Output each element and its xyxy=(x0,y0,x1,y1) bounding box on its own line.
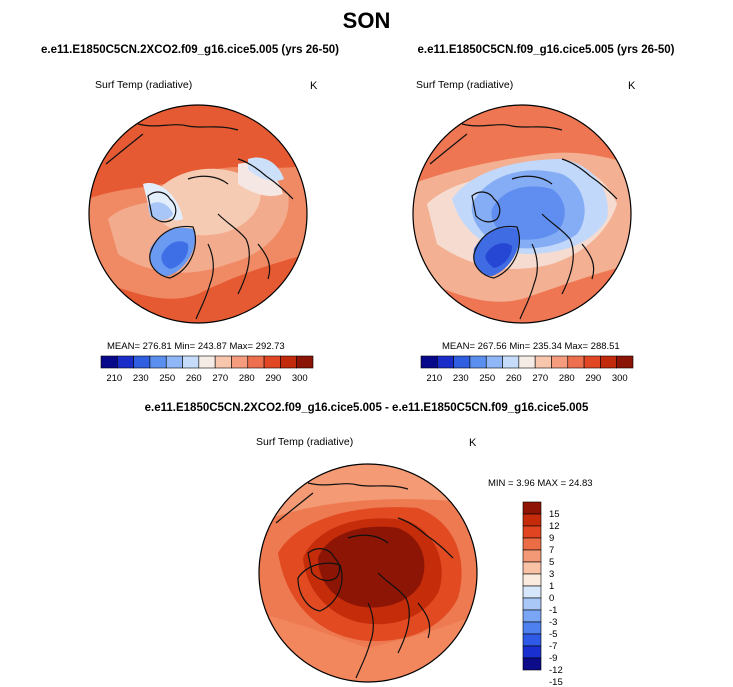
panel-1-field-ocean-pale xyxy=(238,163,283,196)
panel-3-colorbar-tick-label: 1 xyxy=(549,581,554,592)
panel-2-colorbar: 210 230 250 260 270 280 290 300 xyxy=(420,355,634,384)
panel-2-colorbar-box xyxy=(551,355,569,369)
panel-1-polar-map xyxy=(88,104,308,324)
panel-2-colorbar-box xyxy=(502,355,520,369)
panel-2-colorbar-box xyxy=(469,355,487,369)
panel-1-field-greenland-core xyxy=(161,241,189,269)
panel-1-units: K xyxy=(310,80,318,92)
panel-1-colorbar-box xyxy=(149,355,167,369)
panel-3-colorbar-box xyxy=(522,633,542,647)
panel-1-colorbar-box xyxy=(247,355,265,369)
panel-3-colorbar-tick-label: 0 xyxy=(549,593,554,604)
panel-3-colorbar-tick-label: 5 xyxy=(549,557,554,568)
panel-3-colorbar-box xyxy=(522,537,542,551)
panel-2-colorbar-box xyxy=(420,355,438,369)
panel-1-colorbar: 210 230 250 260 270 280 290 300 xyxy=(100,355,314,384)
panel-1-field-siberia-cold xyxy=(248,157,284,181)
panel-3-coastlines xyxy=(275,482,454,679)
panel-2-colorbar-tick-label: 270 xyxy=(532,373,548,384)
panel-1-colorbar-box xyxy=(231,355,249,369)
panel-1-title: e.e11.E1850C5CN.2XCO2.f09_g16.cice5.005 … xyxy=(41,44,339,56)
panel-3-polar-map xyxy=(258,463,478,683)
panel-2-colorbar-tick-label: 230 xyxy=(453,373,469,384)
panel-1-variable-label: Surf Temp (radiative) xyxy=(95,79,193,91)
panel-1-colorbar-tick-label: 290 xyxy=(265,373,281,384)
panel-1-colorbar-box xyxy=(214,355,232,369)
panel-3-colorbar-tick-label: 12 xyxy=(549,521,560,532)
panel-1-colorbar-box xyxy=(100,355,118,369)
panel-1-colorbar-tick-label: 300 xyxy=(292,373,308,384)
panel-3-colorbar-tick-label: -5 xyxy=(549,629,557,640)
panel-3-colorbar-tick-label: -12 xyxy=(549,665,563,676)
panel-1-field-canadian-arch xyxy=(148,202,173,221)
panel-2-colorbar-box xyxy=(534,355,552,369)
panel-1-colorbar-box xyxy=(296,355,314,369)
panel-3-colorbar-box xyxy=(522,573,542,587)
panel-3-title: e.e11.E1850C5CN.2XCO2.f09_g16.cice5.005 … xyxy=(144,402,589,414)
panel-3-colorbar-box xyxy=(522,597,542,611)
panel-2-units: K xyxy=(628,80,636,92)
panel-2-variable-label: Surf Temp (radiative) xyxy=(416,79,514,91)
panel-1-colorbar-tick-label: 250 xyxy=(159,373,175,384)
panel-3-stats: MIN = 3.96 MAX = 24.83 xyxy=(488,478,593,489)
panel-3-colorbar-tick-label: -3 xyxy=(549,617,557,628)
panel-1-stats: MEAN= 276.81 Min= 243.87 Max= 292.73 xyxy=(107,341,285,352)
panel-1-colorbar-box xyxy=(117,355,134,369)
panel-1-colorbar-tick-label: 230 xyxy=(133,373,149,384)
panel-3-colorbar-tick-label: 15 xyxy=(549,509,560,520)
panel-2-title: e.e11.E1850C5CN.f09_g16.cice5.005 (yrs 2… xyxy=(417,44,675,56)
panel-3-units: K xyxy=(469,437,477,449)
panel-3-colorbar-box xyxy=(522,585,542,599)
panel-2-colorbar-box xyxy=(583,355,601,369)
panel-1-colorbar-tick-label: 210 xyxy=(106,373,122,384)
panel-3-colorbar-box xyxy=(522,513,542,527)
panel-2-colorbar-box xyxy=(567,355,585,369)
panel-2-colorbar-box xyxy=(518,355,536,369)
page-title: SON xyxy=(342,8,391,33)
panel-3-colorbar-box xyxy=(522,525,542,539)
panel-1-colorbar-box xyxy=(198,355,216,369)
panel-3-colorbar-tick-label: 3 xyxy=(549,569,554,580)
panel-2-colorbar-tick-label: 280 xyxy=(559,373,575,384)
panel-3-colorbar-box xyxy=(522,645,542,659)
panel-3-colorbar-box xyxy=(522,561,542,575)
panel-2-colorbar-tick-label: 260 xyxy=(506,373,522,384)
panel-1-coastlines xyxy=(105,123,294,320)
panel-1-colorbar-tick-label: 280 xyxy=(239,373,255,384)
panel-2-polar-map xyxy=(412,104,632,324)
panel-1-colorbar-box xyxy=(133,355,151,369)
panel-3-colorbar-tick-label: 9 xyxy=(549,533,554,544)
panel-3-colorbar-tick-label: -9 xyxy=(549,653,557,664)
panel-3-colorbar-tick-label: -15 xyxy=(549,677,563,687)
panel-1-colorbar-box xyxy=(165,355,183,369)
panel-3-colorbar-box xyxy=(522,609,542,623)
panel-2-colorbar-box xyxy=(600,355,617,369)
panel-2-colorbar-tick-label: 300 xyxy=(612,373,628,384)
panel-3-colorbar-tick-label: -7 xyxy=(549,641,557,652)
panel-2-colorbar-tick-label: 250 xyxy=(479,373,495,384)
panel-3-variable-label: Surf Temp (radiative) xyxy=(256,436,354,448)
panel-2-colorbar-box xyxy=(437,355,454,369)
panel-3-colorbar-tick-label: -1 xyxy=(549,605,557,616)
panel-2-colorbar-box xyxy=(453,355,471,369)
panel-2-stats: MEAN= 267.56 Min= 235.34 Max= 288.51 xyxy=(442,341,620,352)
panel-1-colorbar-box xyxy=(280,355,297,369)
panel-3-colorbar-box xyxy=(522,501,542,515)
panel-2-field-greenland-core xyxy=(485,243,512,268)
panel-2-colorbar-tick-label: 290 xyxy=(585,373,601,384)
panel-3-colorbar-box xyxy=(522,621,542,635)
panel-2-colorbar-box xyxy=(485,355,503,369)
panel-1-colorbar-tick-label: 270 xyxy=(212,373,228,384)
panel-3-colorbar-box xyxy=(522,549,542,563)
panel-2-coastlines xyxy=(429,123,618,320)
panel-3-field-max xyxy=(318,526,425,608)
panel-3-colorbar-tick-label: 7 xyxy=(549,545,554,556)
panel-3-colorbar-box xyxy=(522,657,542,671)
panel-1-colorbar-box xyxy=(182,355,200,369)
panel-2-colorbar-tick-label: 210 xyxy=(426,373,442,384)
panel-1-colorbar-tick-label: 260 xyxy=(186,373,202,384)
panel-1-colorbar-box xyxy=(263,355,281,369)
panel-2-colorbar-box xyxy=(616,355,634,369)
